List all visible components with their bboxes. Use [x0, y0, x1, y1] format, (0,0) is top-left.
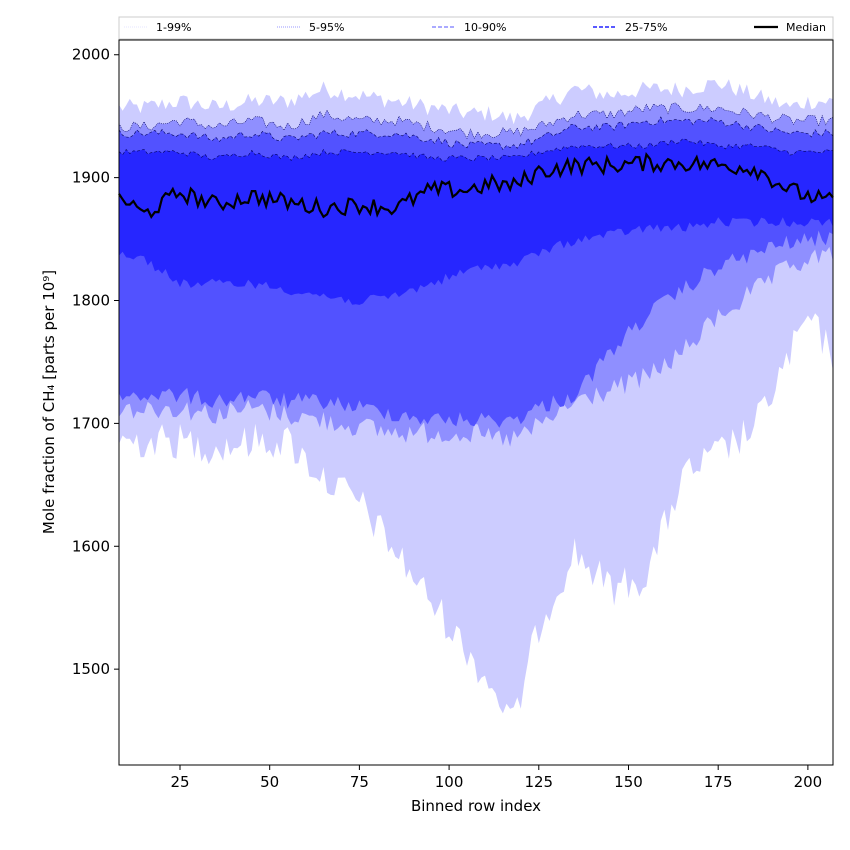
y-tick-label: 2000	[72, 46, 110, 64]
legend-label: 25-75%	[625, 21, 667, 34]
plot-frame	[118, 39, 834, 766]
x-tick-label: 125	[524, 773, 553, 791]
x-tick-label: 50	[260, 773, 279, 791]
y-tick-label: 1600	[72, 537, 110, 555]
y-tick-label: 1900	[72, 169, 110, 187]
x-tick-label: 75	[350, 773, 369, 791]
x-axis: 25 50 75 100 125 150 175 200	[170, 765, 822, 791]
x-tick-label: 175	[704, 773, 733, 791]
y-tick-label: 1800	[72, 292, 110, 310]
band-upper-edge	[118, 138, 834, 162]
legend: 1-99% 5-95% 10-90% 25-75% Median	[118, 16, 834, 40]
x-tick-label: 200	[794, 773, 823, 791]
legend-label: Median	[786, 21, 826, 34]
legend-label: 1-99%	[156, 21, 191, 34]
y-axis: 1500 1600 1700 1800 1900 2000	[72, 46, 119, 678]
y-axis-label: Mole fraction of CH₄ [parts per 10⁹]	[40, 270, 58, 534]
x-axis-label: Binned row index	[411, 797, 541, 815]
x-tick-label: 150	[614, 773, 643, 791]
x-tick-label: 25	[170, 773, 189, 791]
band-upper-edge	[118, 102, 834, 140]
legend-label: 5-95%	[309, 21, 344, 34]
band-25-75	[119, 139, 833, 305]
legend-box	[118, 16, 834, 40]
band-layer	[118, 79, 834, 714]
legend-label: 10-90%	[464, 21, 506, 34]
band-upper-edge	[118, 116, 834, 151]
y-tick-label: 1700	[72, 414, 110, 432]
x-tick-label: 100	[435, 773, 464, 791]
median-layer	[118, 152, 834, 220]
median-line	[118, 152, 834, 220]
y-tick-label: 1500	[72, 660, 110, 678]
